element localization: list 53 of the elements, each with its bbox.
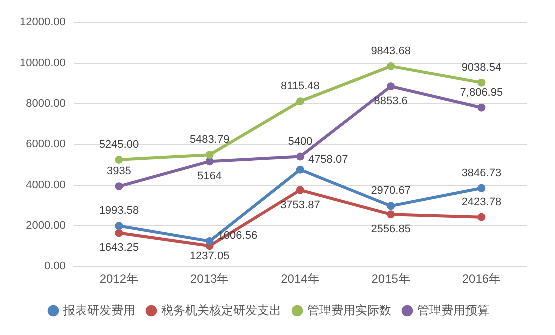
data-label: 5483.79 [190,134,230,146]
data-label: 9038.54 [462,62,502,74]
data-label: 5400 [288,136,313,148]
data-label: 2970.67 [371,185,411,198]
legend-label: 报表研发费用 [62,303,136,318]
x-tick-label: 2016年 [462,272,502,286]
y-tick-label: 2000.00 [26,220,66,232]
data-label: 1993.58 [99,205,140,218]
data-label: 2556.85 [371,224,411,236]
point [296,186,304,194]
x-tick-label: 2015年 [372,272,410,286]
legend-label: 管理费用预算 [418,303,490,318]
point [115,222,124,230]
point [206,151,214,160]
point [478,78,486,87]
point [296,152,304,161]
data-label: 7,806.95 [460,86,504,99]
data-label: 3753.87 [280,199,320,212]
data-label: 4758.07 [308,154,348,166]
x-tick-label: 2013年 [190,272,230,286]
data-label: 8115.48 [280,80,320,93]
point [296,98,304,106]
legend-label: 税务机关核定研发支出 [162,303,282,318]
x-tick-label: 2014年 [281,272,320,286]
point [115,229,124,238]
data-label: 1237.05 [190,250,230,262]
point [115,182,124,191]
data-label: 3935 [106,166,132,178]
y-tick-label: 0.00 [44,260,66,273]
data-label: 3846.73 [462,167,502,180]
data-label: 5164 [198,170,222,183]
data-label: 5245.00 [99,138,140,151]
point [387,202,396,210]
point [387,62,396,70]
y-tick-label: 10000.00 [20,57,66,70]
point [478,213,486,222]
point [478,104,486,112]
point [387,82,396,91]
data-label: 9843.68 [371,45,411,58]
point [296,166,304,174]
data-label: 1643.25 [99,242,140,254]
point [387,210,396,219]
legend-label: 管理费用实际数 [308,303,392,318]
point [478,184,486,192]
y-tick-label: 12000.00 [20,16,66,29]
data-label: 2423.78 [462,196,502,208]
y-tick-label: 6000.00 [26,138,66,151]
y-tick-label: 4000.00 [26,179,66,192]
point [206,237,214,246]
y-tick-label: 8000.00 [26,98,66,110]
data-label: 8853.6 [374,96,408,108]
point [115,156,124,164]
x-tick-label: 2012年 [100,272,139,286]
